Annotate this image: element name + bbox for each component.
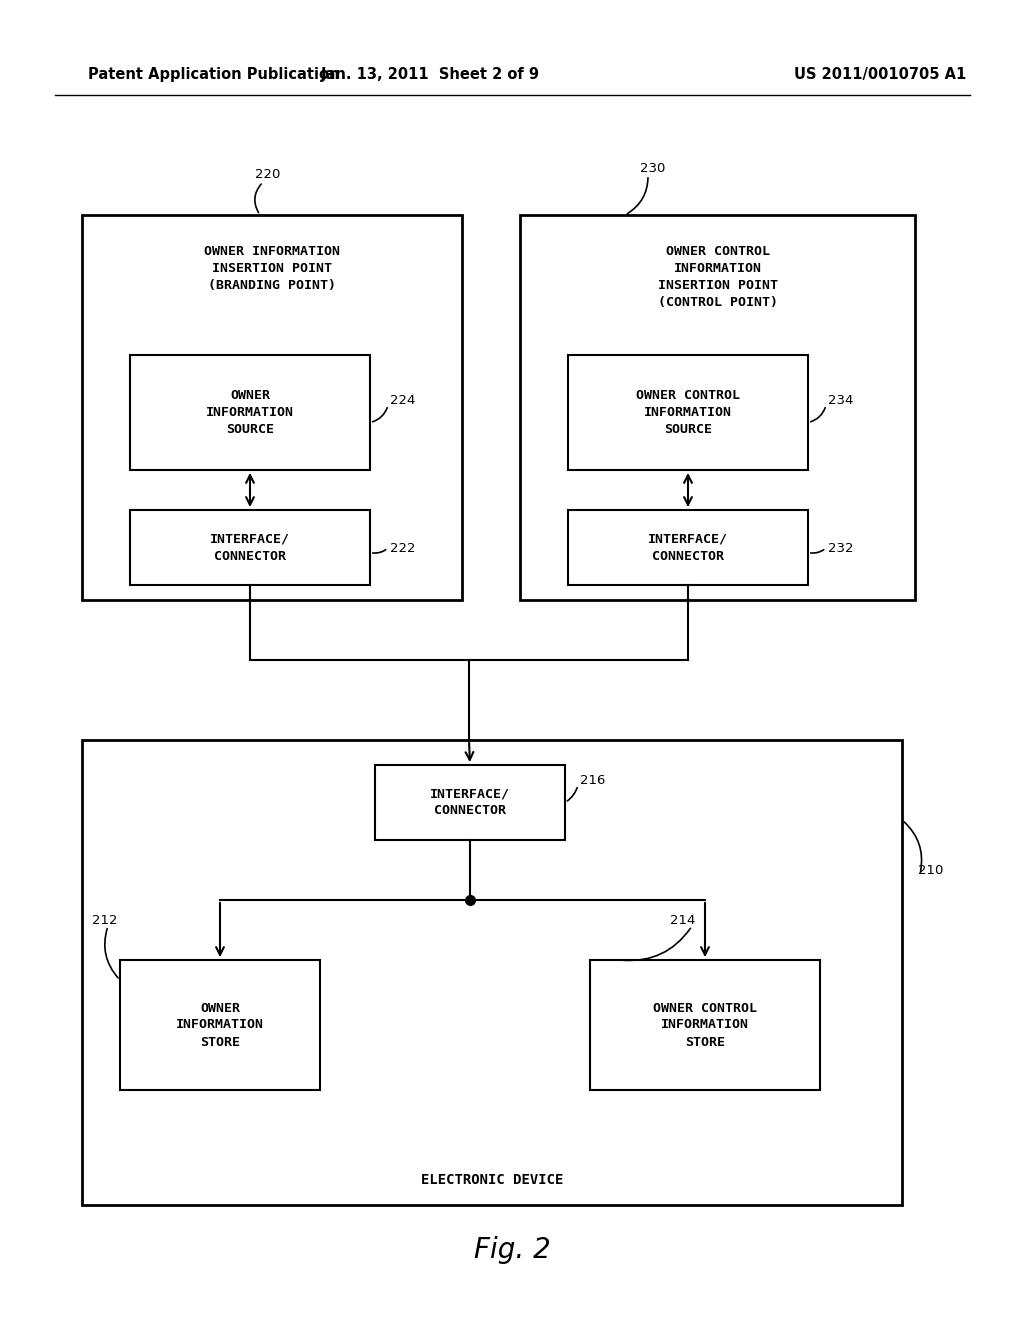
Text: 216: 216 bbox=[580, 774, 605, 787]
Text: 232: 232 bbox=[828, 541, 853, 554]
Text: 222: 222 bbox=[390, 541, 416, 554]
Bar bbox=[82, 741, 902, 1205]
Bar bbox=[590, 960, 820, 1090]
Text: OWNER CONTROL
INFORMATION
SOURCE: OWNER CONTROL INFORMATION SOURCE bbox=[636, 389, 740, 436]
Text: OWNER CONTROL
INFORMATION
INSERTION POINT
(CONTROL POINT): OWNER CONTROL INFORMATION INSERTION POIN… bbox=[657, 246, 777, 309]
Text: 224: 224 bbox=[390, 393, 416, 407]
Bar bbox=[120, 960, 319, 1090]
Text: OWNER INFORMATION
INSERTION POINT
(BRANDING POINT): OWNER INFORMATION INSERTION POINT (BRAND… bbox=[204, 246, 340, 292]
Text: 212: 212 bbox=[92, 913, 118, 927]
Text: INTERFACE/
CONNECTOR: INTERFACE/ CONNECTOR bbox=[648, 532, 728, 562]
Text: Fig. 2: Fig. 2 bbox=[474, 1236, 550, 1265]
Bar bbox=[568, 355, 808, 470]
Bar bbox=[568, 510, 808, 585]
Bar bbox=[520, 215, 915, 601]
Text: OWNER
INFORMATION
STORE: OWNER INFORMATION STORE bbox=[176, 1002, 264, 1048]
Bar bbox=[375, 766, 565, 840]
Text: 234: 234 bbox=[828, 393, 853, 407]
Text: 214: 214 bbox=[670, 913, 695, 927]
Text: 210: 210 bbox=[918, 863, 943, 876]
Text: INTERFACE/
CONNECTOR: INTERFACE/ CONNECTOR bbox=[210, 532, 290, 562]
Text: Patent Application Publication: Patent Application Publication bbox=[88, 67, 340, 82]
Text: OWNER
INFORMATION
SOURCE: OWNER INFORMATION SOURCE bbox=[206, 389, 294, 436]
Text: US 2011/0010705 A1: US 2011/0010705 A1 bbox=[794, 67, 966, 82]
Text: Jan. 13, 2011  Sheet 2 of 9: Jan. 13, 2011 Sheet 2 of 9 bbox=[321, 67, 540, 82]
Text: 230: 230 bbox=[640, 161, 666, 174]
Text: OWNER CONTROL
INFORMATION
STORE: OWNER CONTROL INFORMATION STORE bbox=[653, 1002, 757, 1048]
Bar bbox=[130, 510, 370, 585]
Text: ELECTRONIC DEVICE: ELECTRONIC DEVICE bbox=[421, 1173, 563, 1187]
Text: 220: 220 bbox=[255, 169, 281, 181]
Bar bbox=[82, 215, 462, 601]
Text: INTERFACE/
CONNECTOR: INTERFACE/ CONNECTOR bbox=[430, 788, 510, 817]
Bar bbox=[130, 355, 370, 470]
